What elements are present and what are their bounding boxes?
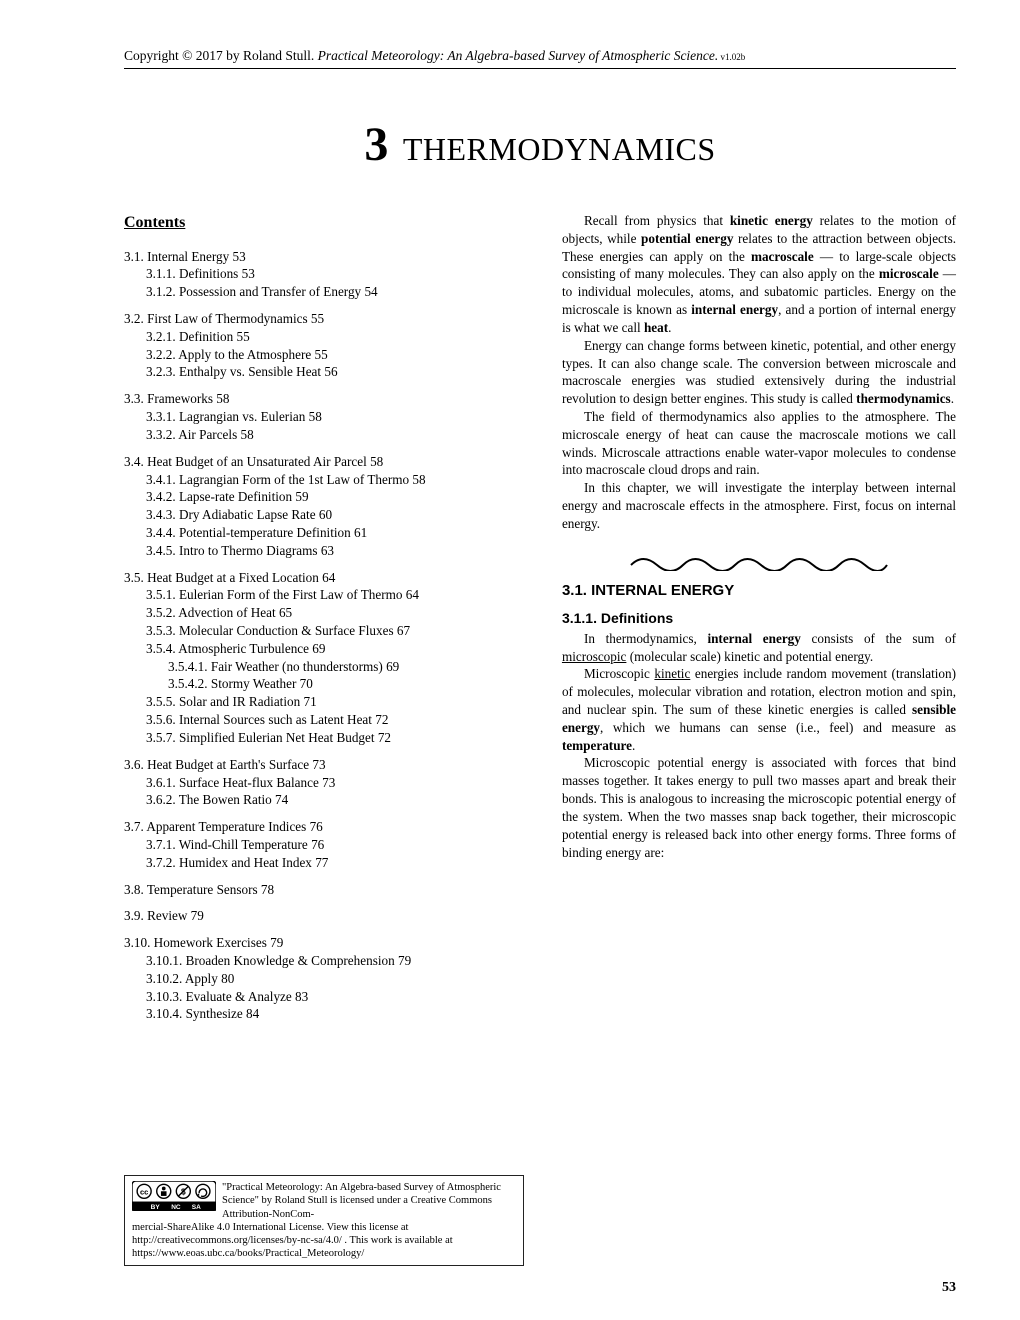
toc-entry: 3.4.3. Dry Adiabatic Lapse Rate 60 <box>124 506 526 524</box>
svg-text:cc: cc <box>140 1188 148 1197</box>
toc-entry: 3.8. Temperature Sensors 78 <box>124 881 526 899</box>
toc-entry: 3.4.2. Lapse-rate Definition 59 <box>124 488 526 506</box>
toc-entry: 3.1. Internal Energy 53 <box>124 248 526 266</box>
toc-entry: 3.3.2. Air Parcels 58 <box>124 426 526 444</box>
section-divider <box>562 555 956 571</box>
toc-entry: 3.10. Homework Exercises 79 <box>124 934 526 952</box>
body-column: Recall from physics that kinetic energy … <box>562 212 956 1032</box>
toc-entry: 3.5.1. Eulerian Form of the First Law of… <box>124 586 526 604</box>
intro-para-3: The field of thermodynamics also applies… <box>562 408 956 479</box>
toc-entry: 3.7.2. Humidex and Heat Index 77 <box>124 854 526 872</box>
toc-entry: 3.5.2. Advection of Heat 65 <box>124 604 526 622</box>
toc-entry: 3.5.4.1. Fair Weather (no thunderstorms)… <box>124 658 526 676</box>
toc-entry: 3.7. Apparent Temperature Indices 76 <box>124 818 526 836</box>
toc-entry: 3.2.1. Definition 55 <box>124 328 526 346</box>
chapter-name: THERMODYNAMICS <box>403 131 716 167</box>
contents-heading: Contents <box>124 212 526 234</box>
toc-list: 3.1. Internal Energy 533.1.1. Definition… <box>124 248 526 1024</box>
toc-entry: 3.4.5. Intro to Thermo Diagrams 63 <box>124 542 526 560</box>
subsection-heading: 3.1.1. Definitions <box>562 609 956 628</box>
cc-badge-icon: cc $ BY NC SA <box>132 1181 216 1220</box>
toc-entry: 3.9. Review 79 <box>124 907 526 925</box>
copyright-text: Copyright © 2017 by Roland Stull. <box>124 48 318 63</box>
version-text: v1.02b <box>718 52 745 62</box>
toc-entry: 3.5.4.2. Stormy Weather 70 <box>124 675 526 693</box>
book-title: Practical Meteorology: An Algebra-based … <box>318 48 719 63</box>
page-number: 53 <box>942 1280 956 1296</box>
toc-entry: 3.10.3. Evaluate & Analyze 83 <box>124 988 526 1006</box>
body-para-6: Microscopic kinetic energies include ran… <box>562 665 956 754</box>
chapter-title: 3 THERMODYNAMICS <box>124 117 956 172</box>
toc-entry: 3.1.2. Possession and Transfer of Energy… <box>124 283 526 301</box>
toc-entry: 3.2. First Law of Thermodynamics 55 <box>124 310 526 328</box>
toc-entry: 3.7.1. Wind-Chill Temperature 76 <box>124 836 526 854</box>
svg-text:SA: SA <box>192 1204 201 1211</box>
license-text-1: "Practical Meteorology: An Algebra-based… <box>222 1181 516 1220</box>
intro-para-4: In this chapter, we will investigate the… <box>562 479 956 532</box>
license-text-2: mercial-ShareAlike 4.0 International Lic… <box>132 1221 516 1260</box>
page-columns: Contents 3.1. Internal Energy 533.1.1. D… <box>124 212 956 1032</box>
license-box: cc $ BY NC SA "Practical Meteorology: An… <box>124 1175 524 1266</box>
toc-entry: 3.4.4. Potential-temperature Definition … <box>124 524 526 542</box>
chapter-number: 3 <box>364 118 389 171</box>
toc-entry: 3.5.7. Simplified Eulerian Net Heat Budg… <box>124 729 526 747</box>
svg-text:NC: NC <box>171 1204 181 1211</box>
body-para-7: Microscopic potential energy is associat… <box>562 754 956 861</box>
toc-entry: 3.3. Frameworks 58 <box>124 390 526 408</box>
svg-text:BY: BY <box>151 1204 161 1211</box>
toc-entry: 3.10.2. Apply 80 <box>124 970 526 988</box>
toc-entry: 3.5.3. Molecular Conduction & Surface Fl… <box>124 622 526 640</box>
toc-entry: 3.2.3. Enthalpy vs. Sensible Heat 56 <box>124 363 526 381</box>
toc-entry: 3.3.1. Lagrangian vs. Eulerian 58 <box>124 408 526 426</box>
toc-entry: 3.5.4. Atmospheric Turbulence 69 <box>124 640 526 658</box>
toc-entry: 3.5.6. Internal Sources such as Latent H… <box>124 711 526 729</box>
running-header: Copyright © 2017 by Roland Stull. Practi… <box>124 48 956 69</box>
intro-para-1: Recall from physics that kinetic energy … <box>562 212 956 337</box>
toc-entry: 3.2.2. Apply to the Atmosphere 55 <box>124 346 526 364</box>
toc-entry: 3.6.2. The Bowen Ratio 74 <box>124 791 526 809</box>
body-para-5: In thermodynamics, internal energy consi… <box>562 630 956 666</box>
toc-entry: 3.4.1. Lagrangian Form of the 1st Law of… <box>124 471 526 489</box>
toc-entry: 3.6.1. Surface Heat-flux Balance 73 <box>124 774 526 792</box>
toc-entry: 3.5. Heat Budget at a Fixed Location 64 <box>124 569 526 587</box>
toc-entry: 3.4. Heat Budget of an Unsaturated Air P… <box>124 453 526 471</box>
toc-entry: 3.1.1. Definitions 53 <box>124 265 526 283</box>
section-heading: 3.1. INTERNAL ENERGY <box>562 581 956 601</box>
intro-para-2: Energy can change forms between kinetic,… <box>562 337 956 408</box>
toc-entry: 3.6. Heat Budget at Earth's Surface 73 <box>124 756 526 774</box>
toc-entry: 3.10.1. Broaden Knowledge & Comprehensio… <box>124 952 526 970</box>
toc-entry: 3.10.4. Synthesize 84 <box>124 1005 526 1023</box>
contents-column: Contents 3.1. Internal Energy 533.1.1. D… <box>124 212 526 1032</box>
toc-entry: 3.5.5. Solar and IR Radiation 71 <box>124 693 526 711</box>
